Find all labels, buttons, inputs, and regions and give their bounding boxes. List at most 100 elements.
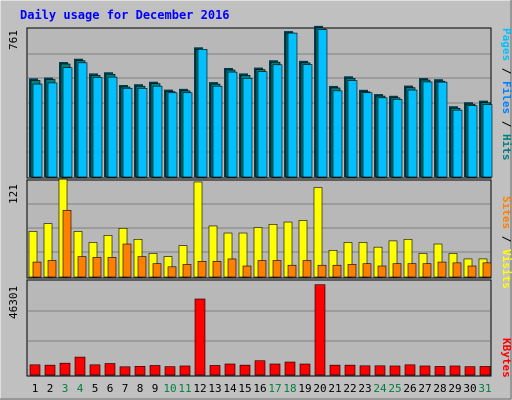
day-label: 8 — [137, 382, 144, 395]
sites-bar — [422, 263, 432, 278]
kbytes-bar — [164, 366, 176, 376]
kbytes-bar — [479, 366, 491, 376]
sites-bar — [287, 264, 297, 278]
day-label: 24 — [373, 382, 387, 395]
files-bar — [392, 99, 403, 178]
day-label: 1 — [32, 382, 39, 395]
files-bar — [167, 92, 178, 178]
day-label: 2 — [47, 382, 54, 395]
day-label: 14 — [223, 382, 237, 395]
files-bar — [107, 76, 118, 178]
kbytes-bar — [119, 366, 131, 376]
day-label: 20 — [313, 382, 326, 395]
files-bar — [77, 62, 88, 178]
files-bar — [302, 64, 313, 178]
files-bar — [197, 49, 208, 178]
sites-bar — [467, 265, 477, 278]
files-bar — [272, 64, 283, 178]
kbytes-bar — [284, 361, 296, 376]
legend-kbytes: KBytes — [500, 338, 512, 378]
sites-bar — [107, 257, 117, 278]
kbytes-bar — [254, 360, 266, 376]
visits-bars — [28, 178, 492, 278]
kbytes-bar — [194, 298, 206, 376]
sites-bar — [47, 260, 57, 278]
kbytes-bar — [389, 365, 401, 376]
day-label: 10 — [163, 382, 176, 395]
day-label: 13 — [208, 382, 221, 395]
files-bar — [212, 85, 223, 178]
day-label: 11 — [178, 382, 191, 395]
files-bar — [452, 109, 463, 178]
sites-bar — [212, 260, 222, 278]
kbytes-bar — [434, 366, 446, 376]
sites-bar — [182, 264, 192, 278]
day-label: 19 — [298, 382, 311, 395]
kbytes-bar — [44, 364, 56, 376]
kbytes-bar — [224, 363, 236, 376]
visits-max-label: 121 — [7, 184, 20, 204]
sites-bar — [152, 263, 162, 278]
day-label: 23 — [358, 382, 371, 395]
day-label: 22 — [343, 382, 356, 395]
kbytes-max-label: 46301 — [7, 286, 20, 319]
sites-bar — [377, 265, 387, 278]
kbytes-bar — [344, 364, 356, 376]
files-bar — [407, 89, 418, 178]
files-bar — [152, 85, 163, 178]
legend-visits: Visits — [500, 249, 512, 289]
day-label: 25 — [388, 382, 401, 395]
chart-title: Daily usage for December 2016 — [20, 8, 230, 22]
kbytes-bar — [299, 363, 311, 376]
hits-max-label: 761 — [7, 30, 20, 50]
sites-bar — [242, 265, 252, 278]
day-label: 15 — [238, 382, 251, 395]
kbytes-bars — [29, 284, 491, 376]
hits-legend: Pages / Files / Hits — [500, 28, 512, 161]
sites-bar — [62, 209, 72, 278]
kbytes-legend: KBytes — [500, 338, 512, 378]
kbytes-bar — [239, 364, 251, 376]
kbytes-bar — [449, 365, 461, 376]
files-bar — [242, 77, 253, 178]
files-bar — [377, 97, 388, 178]
files-bar — [437, 81, 448, 178]
files-bar — [287, 32, 298, 178]
day-label: 5 — [92, 382, 99, 395]
sites-bar — [227, 258, 237, 278]
kbytes-bar — [374, 365, 386, 376]
files-bar — [32, 83, 43, 178]
kbytes-bar — [209, 365, 221, 376]
hits-panel: 761 Pages / Files / Hits — [7, 25, 512, 179]
sites-bar — [332, 264, 342, 278]
kbytes-bar — [89, 364, 101, 376]
kbytes-gridlines — [28, 310, 490, 342]
day-label: 18 — [283, 382, 296, 395]
day-label: 4 — [77, 382, 84, 395]
sites-bar — [197, 260, 207, 278]
legend-hits: Hits — [500, 134, 512, 161]
sites-bar — [77, 256, 87, 278]
sites-bar — [257, 260, 267, 278]
visits-bar — [313, 187, 323, 278]
day-label: 7 — [122, 382, 129, 395]
sites-bar — [167, 266, 177, 278]
kbytes-bar — [404, 364, 416, 376]
day-label: 9 — [152, 382, 159, 395]
day-label: 31 — [478, 382, 491, 395]
files-bar — [47, 82, 58, 178]
files-bar — [122, 88, 133, 178]
sites-bar — [362, 263, 372, 278]
kbytes-bar — [59, 362, 71, 376]
sites-bar — [122, 243, 132, 278]
files-bar — [347, 80, 358, 178]
sites-bar — [272, 260, 282, 278]
svg-text:Pages / Files / Hits: Pages / Files / Hits — [500, 28, 512, 161]
day-label: 16 — [253, 382, 266, 395]
sites-bar — [407, 263, 417, 278]
day-label: 3 — [62, 382, 69, 395]
kbytes-bar — [74, 356, 86, 376]
day-axis-labels: 1 2 3 4 5 6 7 8 9 10 11 12 13 14 15 16 17 18 19 20 21 22 23 24 2… — [32, 382, 492, 395]
files-bar — [332, 90, 343, 178]
